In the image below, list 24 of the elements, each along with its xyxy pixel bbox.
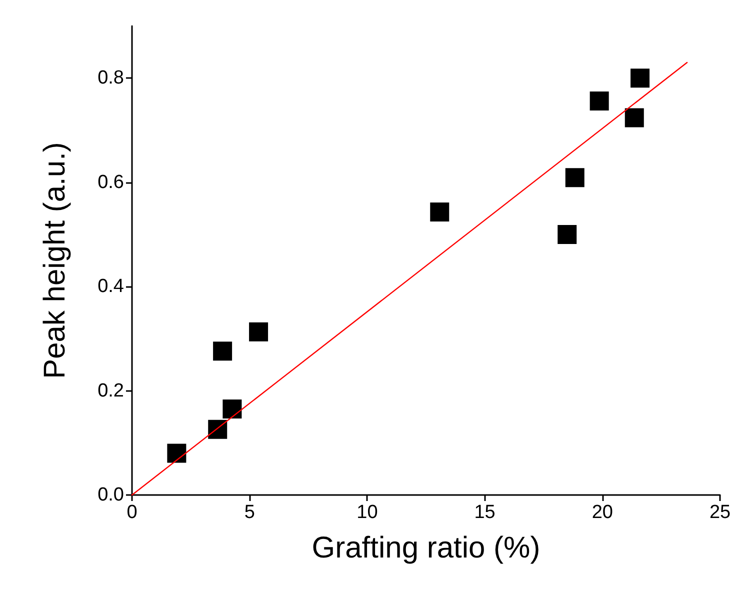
point <box>222 400 242 419</box>
y-tick-label: 0.8 <box>98 68 124 89</box>
y-tick-label: 0.0 <box>98 484 124 506</box>
point <box>208 420 228 439</box>
point <box>430 202 450 222</box>
x-axis-title: Grafting ratio (%) <box>312 532 540 564</box>
point <box>630 68 650 88</box>
y-axis-title: Peak height (a.u.) <box>38 142 72 379</box>
x-tick-label: 25 <box>709 502 731 523</box>
x-tick-label: 10 <box>356 502 378 523</box>
point <box>590 92 609 111</box>
point <box>565 168 584 188</box>
x-tick-label: 15 <box>474 502 496 523</box>
y-tick-label: 0.6 <box>98 172 124 193</box>
x-tick-label: 0 <box>126 502 138 523</box>
y-tick-label: 0.2 <box>98 380 124 402</box>
y-tick-label: 0.4 <box>98 276 124 298</box>
point <box>167 444 186 463</box>
point <box>624 108 644 128</box>
point <box>558 224 577 244</box>
point <box>213 342 232 361</box>
point <box>249 322 268 342</box>
x-tick-label: 20 <box>592 502 613 523</box>
x-tick-label: 5 <box>244 502 255 523</box>
